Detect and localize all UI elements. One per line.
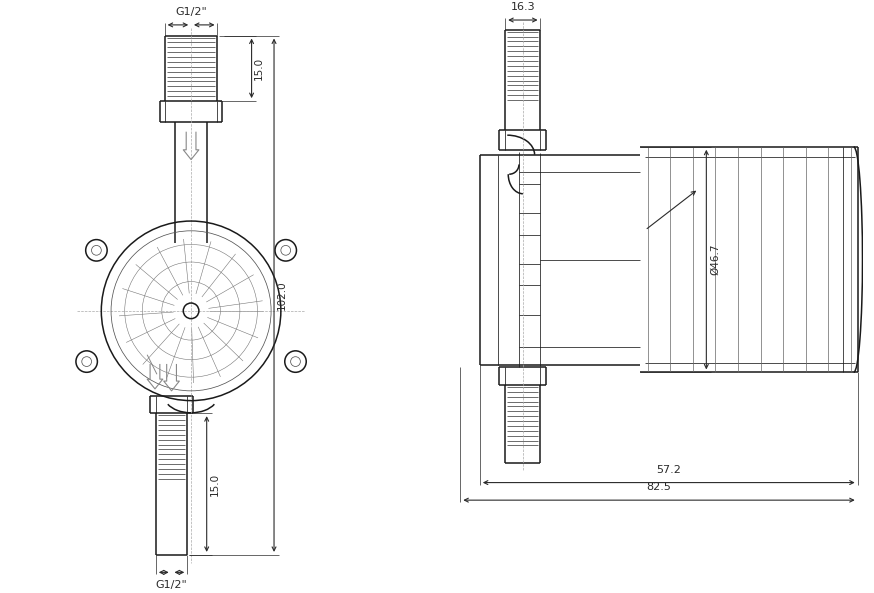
Text: 15.0: 15.0: [253, 58, 264, 81]
Text: 16.3: 16.3: [510, 2, 535, 12]
Text: 82.5: 82.5: [647, 482, 671, 492]
Text: 15.0: 15.0: [210, 473, 219, 496]
Text: G1/2": G1/2": [175, 7, 207, 17]
Text: G1/2": G1/2": [156, 580, 187, 590]
Text: 102.0: 102.0: [277, 280, 287, 310]
Text: Ø46.7: Ø46.7: [711, 244, 720, 275]
Text: 57.2: 57.2: [656, 465, 681, 475]
